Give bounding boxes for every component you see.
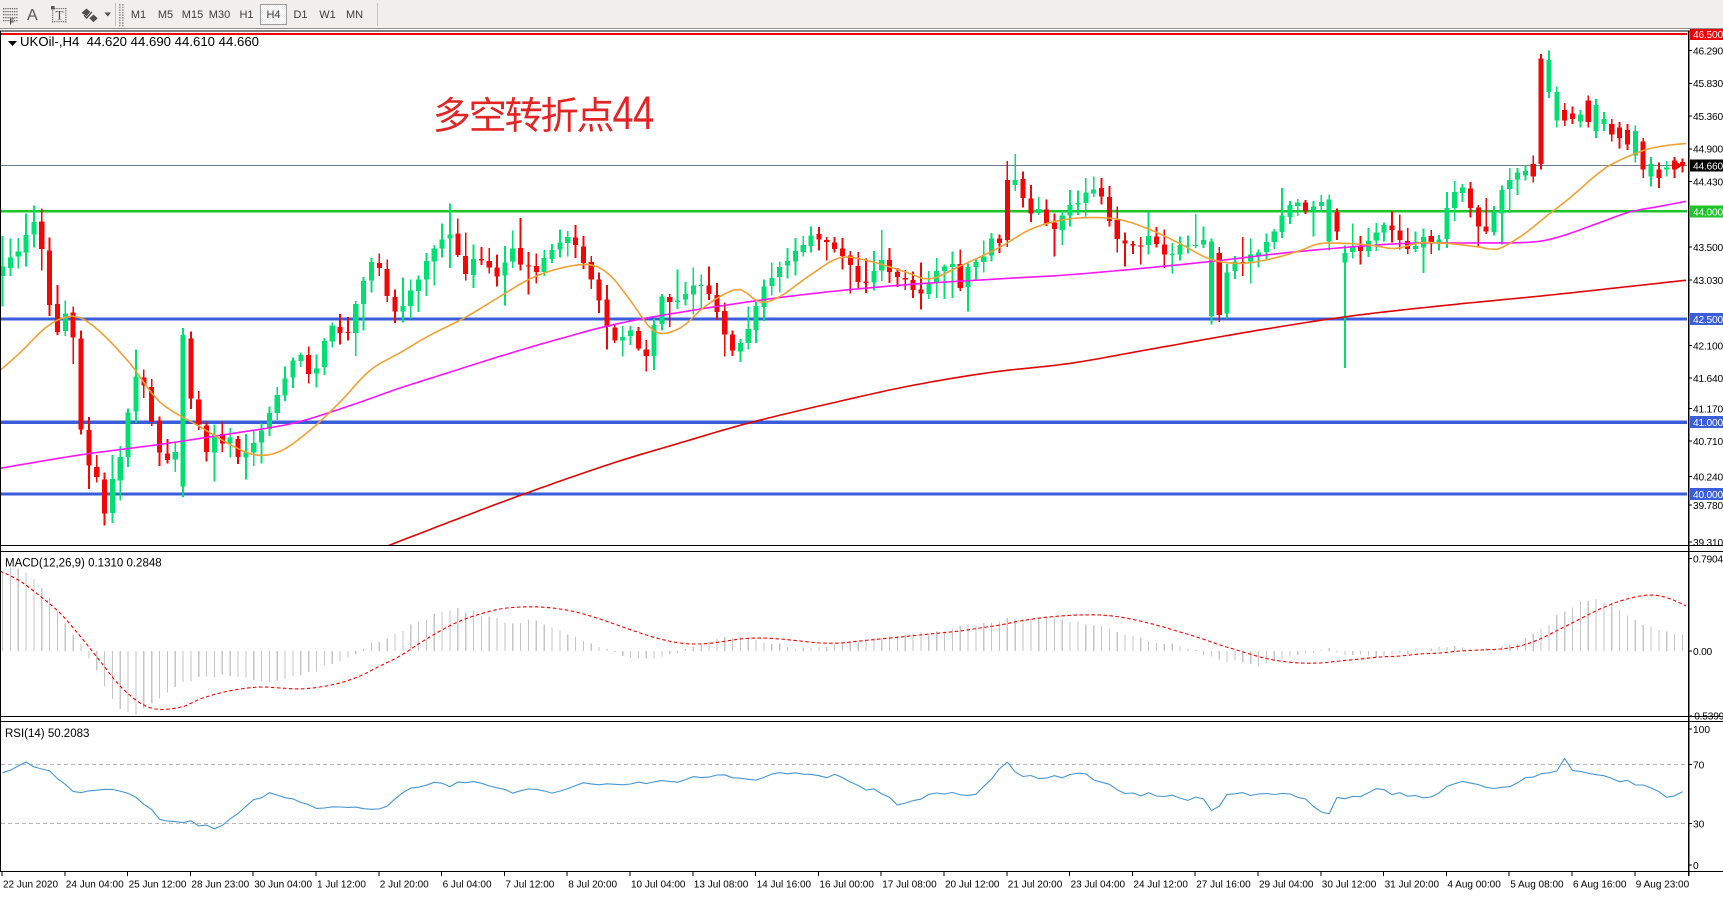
svg-text:-0.5399: -0.5399 xyxy=(1691,712,1723,723)
svg-text:31 Jul 20:00: 31 Jul 20:00 xyxy=(1385,880,1440,891)
svg-text:43.030: 43.030 xyxy=(1693,276,1723,287)
svg-text:70: 70 xyxy=(1693,760,1705,771)
svg-text:UKOil-,H4 44.620 44.690 44.61: UKOil-,H4 44.620 44.690 44.610 44.660 xyxy=(20,34,259,49)
svg-text:16 Jul 00:00: 16 Jul 00:00 xyxy=(819,880,874,891)
svg-text:42.100: 42.100 xyxy=(1693,341,1723,352)
svg-text:41.000: 41.000 xyxy=(1693,418,1723,429)
svg-text:13 Jul 08:00: 13 Jul 08:00 xyxy=(694,880,749,891)
svg-text:20 Jul 12:00: 20 Jul 12:00 xyxy=(945,880,1000,891)
svg-text:7 Jul 12:00: 7 Jul 12:00 xyxy=(505,880,554,891)
svg-text:100: 100 xyxy=(1693,725,1710,736)
svg-text:44.660: 44.660 xyxy=(1693,162,1723,173)
svg-text:MACD(12,26,9) 0.1310 0.2848: MACD(12,26,9) 0.1310 0.2848 xyxy=(5,558,162,570)
svg-text:45.360: 45.360 xyxy=(1693,112,1723,123)
svg-text:1 Jul 12:00: 1 Jul 12:00 xyxy=(317,880,366,891)
svg-text:46.500: 46.500 xyxy=(1693,30,1723,41)
svg-text:6 Jul 04:00: 6 Jul 04:00 xyxy=(443,880,492,891)
svg-text:T: T xyxy=(56,8,64,23)
svg-text:0: 0 xyxy=(1693,861,1699,872)
svg-text:42.500: 42.500 xyxy=(1693,315,1723,326)
svg-text:0.00: 0.00 xyxy=(1693,647,1713,658)
svg-text:41.170: 41.170 xyxy=(1693,404,1723,415)
svg-text:40.240: 40.240 xyxy=(1693,472,1723,483)
svg-text:39.310: 39.310 xyxy=(1693,538,1723,549)
svg-text:21 Jul 20:00: 21 Jul 20:00 xyxy=(1008,880,1063,891)
svg-text:28 Jun 23:00: 28 Jun 23:00 xyxy=(191,880,249,891)
svg-text:39.780: 39.780 xyxy=(1693,501,1723,512)
svg-text:41.640: 41.640 xyxy=(1693,374,1723,385)
svg-text:44.900: 44.900 xyxy=(1693,145,1723,156)
svg-text:43.500: 43.500 xyxy=(1693,243,1723,254)
svg-text:9 Aug 23:00: 9 Aug 23:00 xyxy=(1636,880,1690,891)
svg-text:2 Jul 20:00: 2 Jul 20:00 xyxy=(380,880,429,891)
svg-text:27 Jul 16:00: 27 Jul 16:00 xyxy=(1196,880,1251,891)
svg-text:RSI(14) 50.2083: RSI(14) 50.2083 xyxy=(5,728,89,740)
svg-text:24 Jun 04:00: 24 Jun 04:00 xyxy=(66,880,124,891)
svg-text:0.7904: 0.7904 xyxy=(1693,554,1723,565)
svg-text:10 Jul 04:00: 10 Jul 04:00 xyxy=(631,880,686,891)
svg-text:22 Jun 2020: 22 Jun 2020 xyxy=(3,880,58,891)
svg-text:29 Jul 04:00: 29 Jul 04:00 xyxy=(1259,880,1314,891)
svg-text:30: 30 xyxy=(1693,819,1705,830)
svg-text:44.430: 44.430 xyxy=(1693,178,1723,189)
svg-text:4 Aug 00:00: 4 Aug 00:00 xyxy=(1447,880,1501,891)
svg-text:25 Jun 12:00: 25 Jun 12:00 xyxy=(129,880,187,891)
svg-text:6 Aug 16:00: 6 Aug 16:00 xyxy=(1573,880,1627,891)
svg-text:44.000: 44.000 xyxy=(1693,207,1723,218)
svg-text:A: A xyxy=(27,7,38,24)
svg-text:30 Jul 12:00: 30 Jul 12:00 xyxy=(1322,880,1377,891)
svg-text:46.290: 46.290 xyxy=(1693,47,1723,58)
svg-text:24 Jul 12:00: 24 Jul 12:00 xyxy=(1133,880,1188,891)
svg-text:40.710: 40.710 xyxy=(1693,437,1723,448)
svg-text:40.000: 40.000 xyxy=(1693,490,1723,501)
svg-text:30 Jun 04:00: 30 Jun 04:00 xyxy=(254,880,312,891)
svg-text:8 Jul 20:00: 8 Jul 20:00 xyxy=(568,880,617,891)
svg-text:5 Aug 08:00: 5 Aug 08:00 xyxy=(1510,880,1564,891)
svg-text:23 Jul 04:00: 23 Jul 04:00 xyxy=(1071,880,1126,891)
svg-text:F: F xyxy=(10,18,15,27)
svg-text:45.830: 45.830 xyxy=(1693,79,1723,90)
svg-text:14 Jul 16:00: 14 Jul 16:00 xyxy=(757,880,812,891)
svg-text:17 Jul 08:00: 17 Jul 08:00 xyxy=(882,880,937,891)
